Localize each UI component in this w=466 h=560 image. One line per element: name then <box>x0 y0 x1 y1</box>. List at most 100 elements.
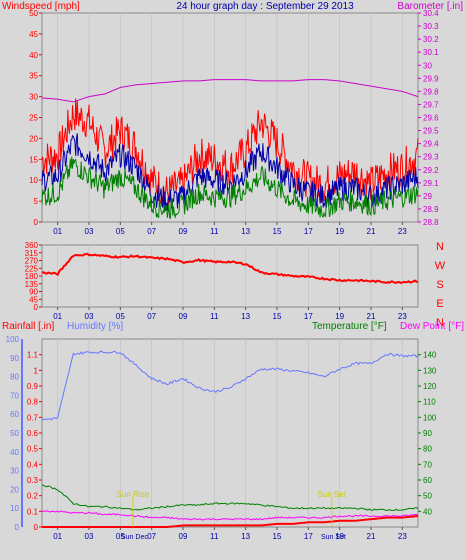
right-tick-label: 29.5 <box>423 127 439 136</box>
x-tick-label: 11 <box>210 312 219 321</box>
rain-tick-label: 0 <box>34 523 39 532</box>
series-line-wind direction <box>41 252 419 284</box>
humidity-label: Humidity [%] <box>67 321 123 332</box>
x-tick-label: 09 <box>179 312 188 321</box>
rain-tick-label: 0.5 <box>27 445 39 454</box>
right-tick-label: 29.1 <box>423 179 439 188</box>
x-tick-label: 19 <box>335 312 344 321</box>
left-tick-label: 5 <box>34 197 39 206</box>
series-line-rainfall <box>42 515 419 528</box>
left-tick-label: 20 <box>29 134 38 143</box>
right-tick-label: 30 <box>423 61 432 70</box>
humidity-tick-label: 50 <box>10 429 19 438</box>
x-tick-label: 23 <box>398 532 407 541</box>
x-tick-label: 19 <box>335 227 344 236</box>
time-label: Sun Dec <box>121 534 148 541</box>
right-tick-label: 70 <box>423 460 432 469</box>
rain-tick-label: 0.7 <box>27 413 39 422</box>
humidity-tick-label: 0 <box>15 523 20 532</box>
x-tick-label: 13 <box>241 532 250 541</box>
humidity-tick-label: 40 <box>10 448 19 457</box>
left-tick-label: 10 <box>29 176 38 185</box>
series-line-2 <box>41 133 419 212</box>
rain-tick-label: 1.1 <box>27 351 39 360</box>
right-tick-label: 29.9 <box>423 74 439 83</box>
x-tick-label: 13 <box>241 227 250 236</box>
right-tick-label: 130 <box>423 366 437 375</box>
left-tick-label: 225 <box>25 264 39 273</box>
event-label: Sun Rise <box>117 490 150 499</box>
rain-tick-label: 0.6 <box>27 429 39 438</box>
right-tick-label: 80 <box>423 445 432 454</box>
page-title: 24 hour graph day : September 29 2013 <box>176 1 354 12</box>
x-tick-label: 01 <box>53 227 62 236</box>
x-tick-label: 05 <box>116 227 125 236</box>
right-tick-label: 110 <box>423 398 436 407</box>
left-tick-label: 270 <box>25 257 39 266</box>
wind-axis-label: Windspeed [mph] <box>2 1 80 12</box>
left-tick-label: 45 <box>29 295 38 304</box>
x-tick-label: 23 <box>398 227 407 236</box>
left-tick-label: 0 <box>34 218 39 227</box>
left-tick-label: 180 <box>25 272 39 281</box>
left-tick-label: 135 <box>25 280 39 289</box>
right-tick-label: 30.3 <box>423 22 439 31</box>
x-tick-label: 11 <box>210 227 219 236</box>
x-tick-label: 07 <box>147 227 156 236</box>
left-tick-label: 315 <box>25 249 39 258</box>
x-tick-label: 15 <box>273 532 282 541</box>
compass-label: S <box>436 279 443 291</box>
temperature-label: Temperature [°F] <box>312 321 387 332</box>
humidity-tick-label: 100 <box>6 335 20 344</box>
left-tick-label: 30 <box>29 93 38 102</box>
x-tick-label: 07 <box>147 312 156 321</box>
right-tick-label: 100 <box>423 413 437 422</box>
left-tick-label: 45 <box>29 30 38 39</box>
series-line-0 <box>41 79 419 103</box>
left-tick-label: 35 <box>29 72 38 81</box>
x-tick-label: 07 <box>147 532 156 541</box>
humidity-tick-label: 70 <box>10 391 19 400</box>
right-tick-label: 30.1 <box>423 48 439 57</box>
left-tick-label: 40 <box>29 51 38 60</box>
time-label: Sun Set <box>321 534 346 541</box>
compass-label: E <box>436 298 443 310</box>
x-tick-label: 21 <box>367 312 376 321</box>
left-tick-label: 360 <box>25 241 39 250</box>
rain-tick-label: 1 <box>34 366 39 375</box>
right-tick-label: 30.2 <box>423 35 439 44</box>
rain-tick-label: 0.4 <box>27 460 39 469</box>
right-tick-label: 28.9 <box>423 205 439 214</box>
compass-label: W <box>435 260 446 272</box>
x-tick-label: 13 <box>241 312 250 321</box>
rain-tick-label: 0.1 <box>27 507 39 516</box>
rain-tick-label: 0.8 <box>27 398 39 407</box>
series-line-dewpoint <box>41 510 419 521</box>
right-tick-label: 30.4 <box>423 9 439 18</box>
rain-tick-label: 0.9 <box>27 382 39 391</box>
right-tick-label: 28.8 <box>423 218 439 227</box>
x-tick-label: 05 <box>116 312 125 321</box>
barometer-axis-label: Barometer [.in] <box>397 1 463 12</box>
x-tick-label: 23 <box>398 312 407 321</box>
x-tick-label: 17 <box>304 532 313 541</box>
x-tick-label: 03 <box>85 532 94 541</box>
x-tick-label: 15 <box>273 227 282 236</box>
dewpoint-label: Dew Point [°F] <box>400 321 464 332</box>
series-line-temperature <box>41 484 419 512</box>
right-tick-label: 29.2 <box>423 166 439 175</box>
series-line-humidity <box>41 350 419 421</box>
x-tick-label: 21 <box>367 532 376 541</box>
x-tick-label: 17 <box>304 227 313 236</box>
event-label: Sun Set <box>318 490 347 499</box>
rainfall-label: Rainfall [.in] <box>2 321 54 332</box>
right-tick-label: 50 <box>423 492 432 501</box>
right-tick-label: 29.4 <box>423 140 439 149</box>
right-tick-label: 40 <box>423 507 432 516</box>
compass-label: N <box>436 317 444 329</box>
x-tick-label: 19 <box>335 532 344 541</box>
left-tick-label: 15 <box>29 155 38 164</box>
x-tick-label: 09 <box>179 532 188 541</box>
